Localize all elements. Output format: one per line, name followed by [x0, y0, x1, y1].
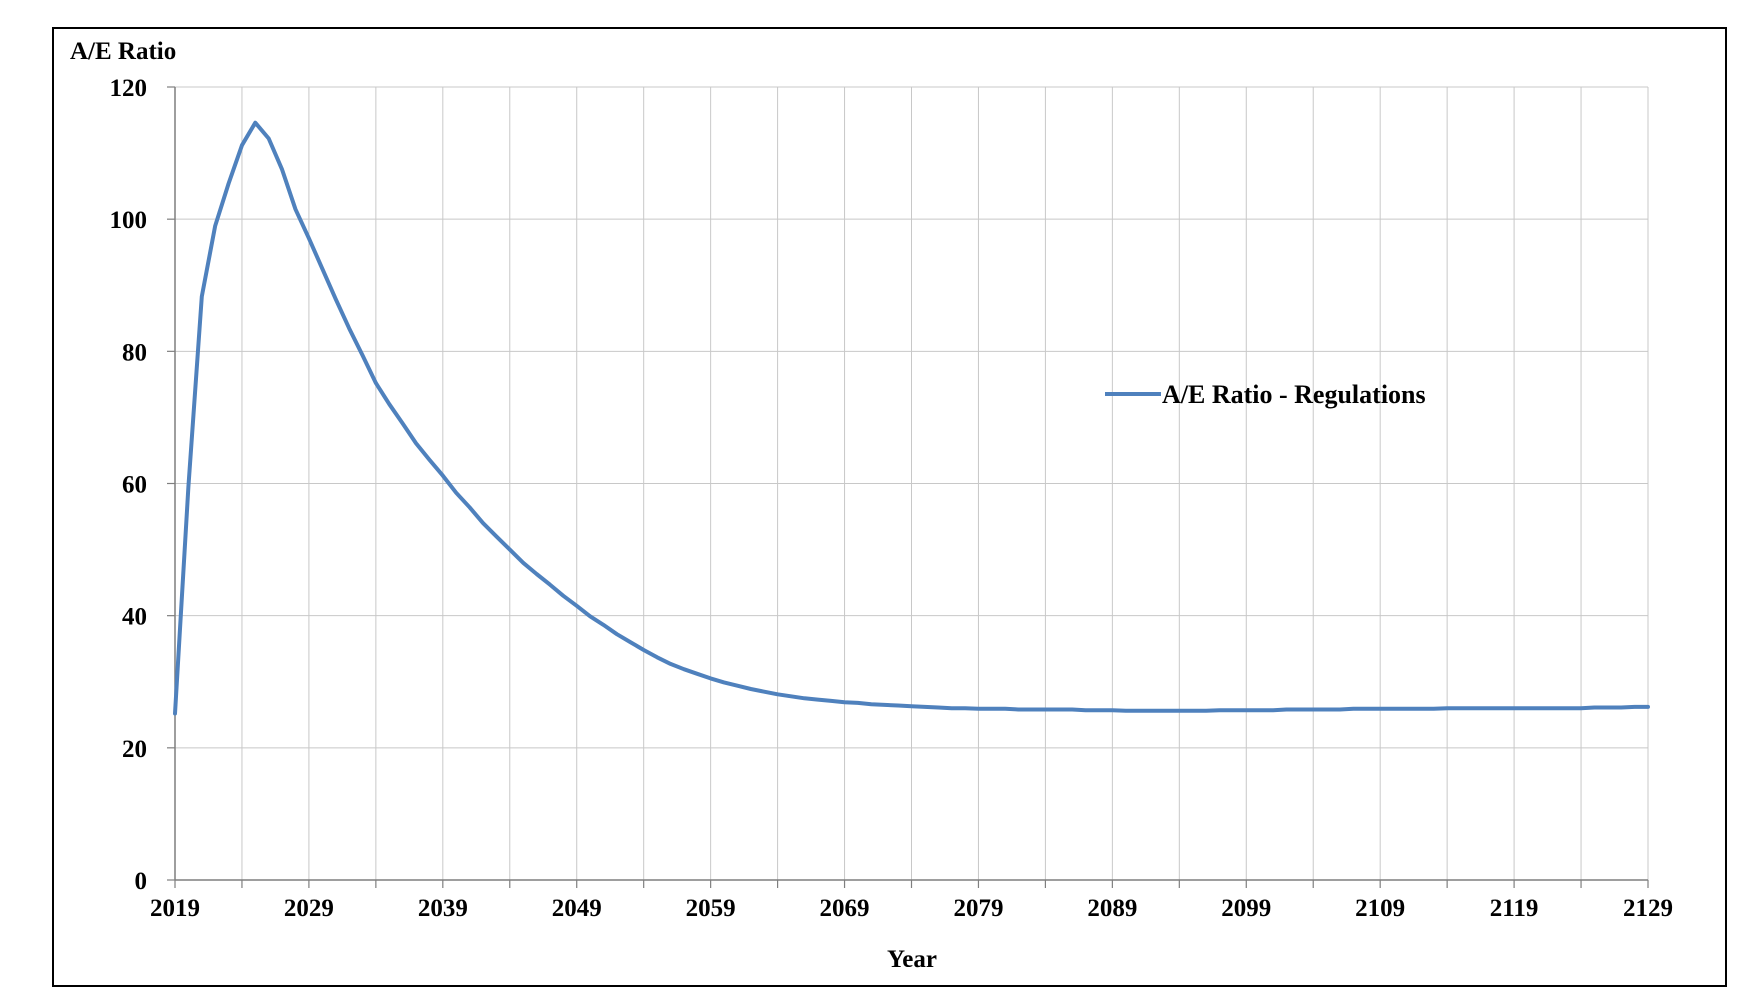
y-tick-label: 0	[135, 868, 148, 895]
x-tick-label: 2059	[686, 895, 736, 922]
x-tick-label: 2049	[552, 895, 602, 922]
x-tick-label: 2099	[1221, 895, 1271, 922]
y-tick-label: 40	[122, 604, 147, 631]
x-tick-label: 2019	[150, 895, 200, 922]
x-tick-label: 2089	[1087, 895, 1137, 922]
x-tick-label: 2079	[953, 895, 1003, 922]
legend: A/E Ratio - Regulations	[1105, 380, 1426, 409]
y-tick-labels: 0 20 40 60 80 100 120	[110, 75, 148, 895]
x-tick-label: 2129	[1623, 895, 1673, 922]
chart-frame	[52, 27, 1727, 987]
y-tick-label: 120	[110, 75, 148, 102]
x-tick-label: 2119	[1490, 895, 1539, 922]
grid-lines	[175, 86, 1649, 880]
x-axis-title: Year	[887, 946, 937, 973]
series-layer	[173, 120, 1650, 716]
series-line	[173, 120, 1650, 716]
axes	[167, 86, 1649, 888]
y-tick-label: 20	[122, 736, 147, 763]
x-tick-label: 2029	[284, 895, 334, 922]
x-tick-labels: 2019 2029 2039 2049 2059 2069 2079 2089 2099 2109…	[150, 895, 1673, 922]
x-tick-label: 2069	[820, 895, 870, 922]
y-tick-label: 80	[122, 339, 147, 366]
y-tick-label: 100	[110, 207, 148, 234]
legend-label: A/E Ratio - Regulations	[1162, 380, 1426, 409]
x-tick-label: 2109	[1355, 895, 1405, 922]
y-tick-label: 60	[122, 472, 147, 499]
y-axis-title: A/E Ratio	[70, 38, 176, 65]
x-tick-label: 2039	[418, 895, 468, 922]
